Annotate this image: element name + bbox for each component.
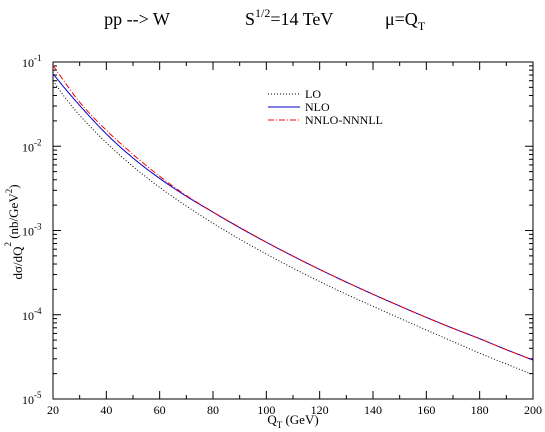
- x-tick-label: 100: [257, 403, 275, 417]
- series-layer: [52, 65, 534, 376]
- x-axis-ticks: 20 40 60 80 100 120 140 160 180 200: [47, 62, 542, 417]
- y-axis-label-p1: dσ/dQ: [10, 246, 25, 280]
- x-tick-label: 40: [100, 403, 112, 417]
- series-line-lo: [52, 80, 534, 376]
- chart-title-energy-exp: 1/2: [255, 6, 270, 20]
- x-tick-label: 160: [417, 403, 435, 417]
- x-tick-label: 20: [47, 403, 59, 417]
- y-tick-label: 10-1: [22, 53, 42, 70]
- legend-label-lo: LO: [305, 87, 321, 101]
- x-axis-label-sub: T: [277, 420, 283, 430]
- x-tick-label: 140: [364, 403, 382, 417]
- chart-title-scale: μ=QT: [385, 9, 426, 33]
- chart-title-energy: S1/2=14 TeV: [245, 6, 333, 29]
- y-axis-ticks: 10-5 10-4 10-3 10-2 10-1: [22, 53, 533, 407]
- y-tick-label: 10-4: [22, 306, 42, 323]
- y-axis-label-p3: ): [6, 184, 21, 188]
- x-tick-label: 60: [154, 403, 166, 417]
- y-tick-label: 10-2: [22, 137, 42, 154]
- x-tick-label: 80: [207, 403, 219, 417]
- y-axis-label-sup1: 2: [3, 242, 13, 247]
- x-tick-label: 180: [471, 403, 489, 417]
- x-tick-label: 200: [524, 403, 542, 417]
- y-axis-label-sup2: 2: [4, 189, 14, 194]
- series-line-nlo: [52, 73, 534, 361]
- y-axis-label: dσ/dQ2 (nb/GeV2): [3, 184, 25, 279]
- x-axis-label-base: Q: [267, 412, 277, 427]
- legend: LO NLO NNLO-NNNLL: [268, 87, 383, 127]
- x-tick-label: 120: [311, 403, 329, 417]
- y-tick-label: 10-5: [22, 390, 42, 407]
- chart-title-scale-base: μ=Q: [385, 9, 418, 29]
- x-axis-label: QT (GeV): [267, 412, 318, 430]
- legend-label-nnlo-nnnll: NNLO-NNNLL: [305, 113, 383, 127]
- legend-label-nlo: NLO: [305, 100, 330, 114]
- chart-title-energy-rest: =14 TeV: [270, 9, 333, 29]
- plot-frame: [52, 61, 534, 400]
- y-axis-label-p2: (nb/GeV: [6, 193, 21, 242]
- chart-title-energy-base: S: [245, 9, 255, 29]
- series-line-nnlo-nnnll: [52, 65, 534, 361]
- y-tick-label: 10-3: [22, 222, 42, 239]
- chart-title-process: pp --> W: [104, 9, 170, 29]
- x-axis-label-rest: (GeV): [282, 412, 318, 427]
- chart-title-scale-sub: T: [418, 19, 426, 33]
